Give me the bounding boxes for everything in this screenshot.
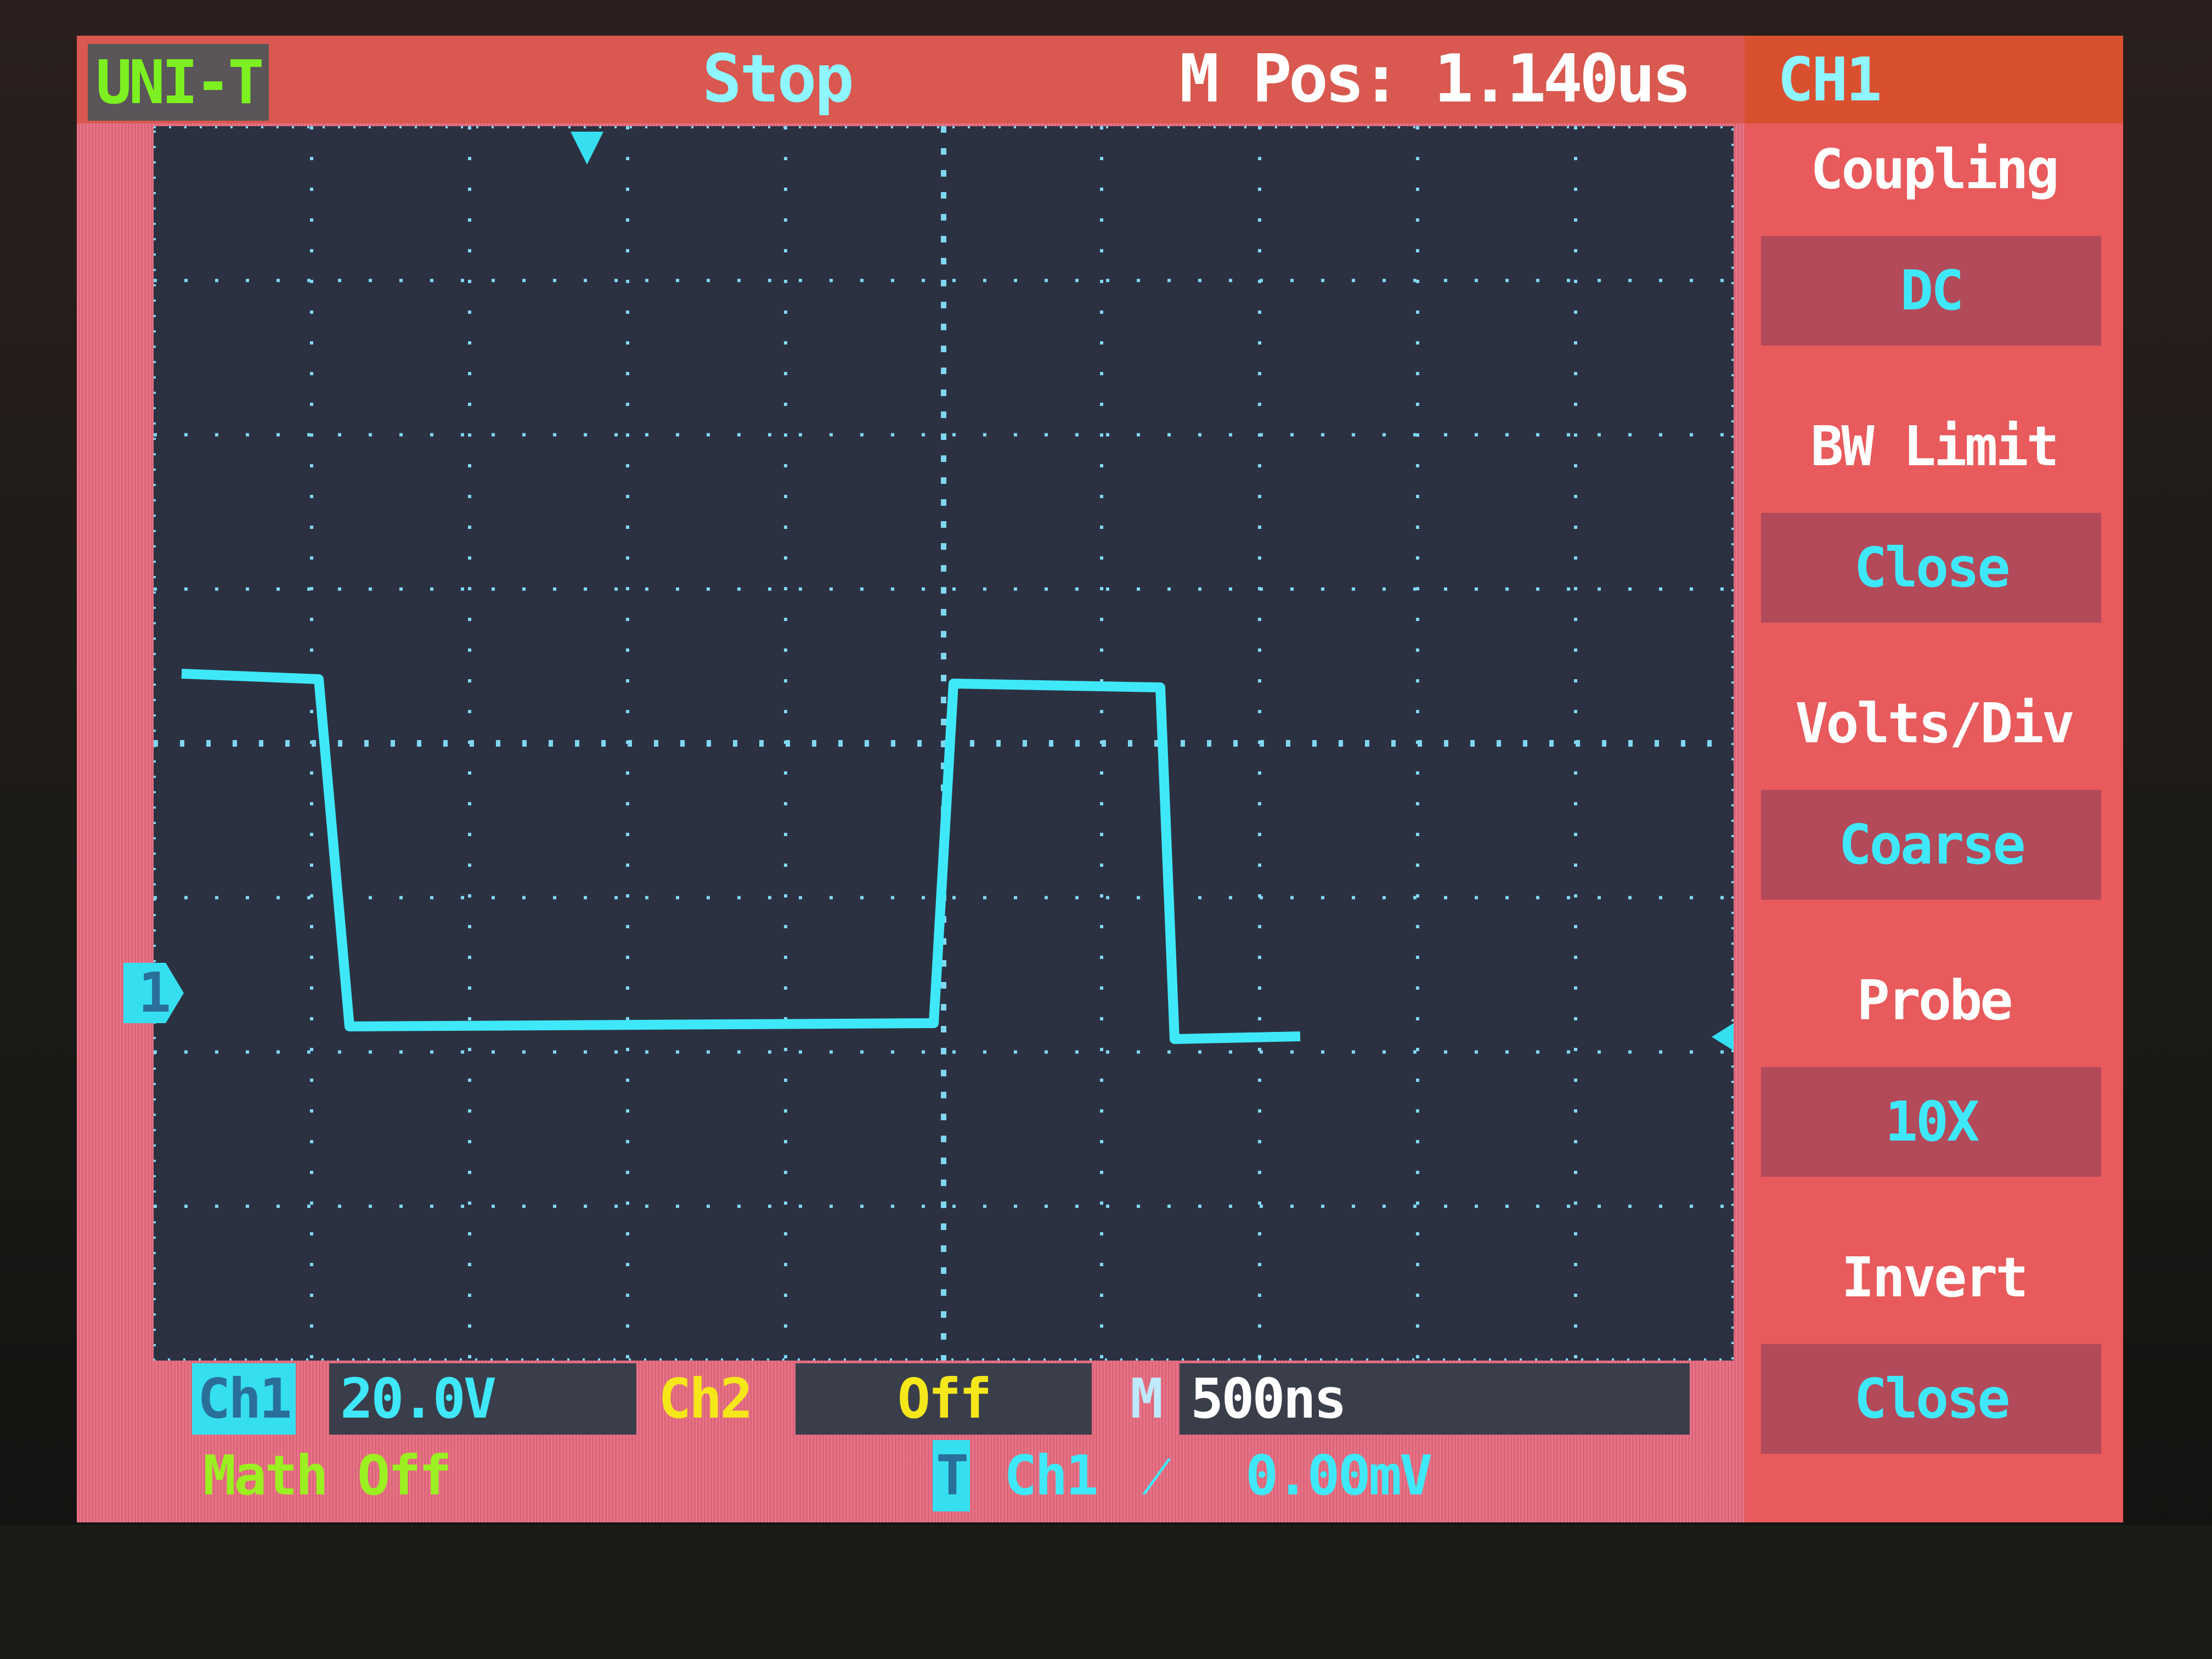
waveform-svg	[151, 124, 1736, 1363]
run-status[interactable]: Stop	[702, 41, 854, 117]
timebase-value: 500ns	[1180, 1363, 1690, 1435]
menu-label: BW Limit	[1810, 414, 2059, 478]
trigger-source: Ch1	[1004, 1443, 1099, 1508]
menu-label: Invert	[1841, 1245, 2028, 1310]
menu-label: Coupling	[1810, 137, 2059, 201]
menu-value: Coarse	[1761, 790, 2101, 900]
waveform-display	[151, 124, 1736, 1363]
ch2-label[interactable]: Ch2	[658, 1367, 753, 1431]
oscilloscope-screen: UNI-T Stop M Pos: 1.140us CH1 Coupling D…	[77, 36, 2123, 1522]
top-bar: UNI-T Stop M Pos: 1.140us	[77, 36, 1745, 123]
trigger-icon: T	[933, 1440, 970, 1511]
menu-label: Volts/Div	[1795, 691, 2075, 755]
ch2-scale: Off	[795, 1363, 1092, 1435]
ch1-label[interactable]: Ch1	[192, 1363, 296, 1435]
trigger-level-marker	[1712, 1023, 1734, 1051]
menu-volts-div[interactable]: Volts/Div Coarse	[1745, 680, 2123, 957]
ch1-trace	[181, 669, 1301, 1044]
brand-logo: UNI-T	[88, 44, 269, 121]
menu-value: DC	[1761, 236, 2101, 346]
ch1-menu: CH1 Coupling DC BW Limit Close Volts/Div…	[1745, 36, 2123, 1522]
menu-probe[interactable]: Probe 10X	[1745, 957, 2123, 1234]
timebase-label: M	[1130, 1367, 1163, 1431]
menu-title: CH1	[1745, 36, 2123, 123]
trigger-level: 0.00mV	[1245, 1443, 1432, 1508]
trigger-position-marker	[571, 132, 603, 165]
ch1-scale: 20.0V	[329, 1363, 636, 1435]
horizontal-position: M Pos: 1.140us	[1180, 41, 1691, 117]
menu-value: Close	[1761, 1344, 2101, 1454]
menu-coupling[interactable]: Coupling DC	[1745, 126, 2123, 403]
math-status: Math Off	[203, 1443, 452, 1508]
menu-invert[interactable]: Invert Close	[1745, 1234, 2123, 1511]
rising-edge-icon: ⁄	[1152, 1443, 1161, 1508]
menu-bw-limit[interactable]: BW Limit Close	[1745, 403, 2123, 680]
menu-value: 10X	[1761, 1067, 2101, 1177]
bezel-bottom	[0, 1525, 2212, 1659]
menu-value: Close	[1761, 513, 2101, 623]
menu-label: Probe	[1857, 968, 2013, 1032]
